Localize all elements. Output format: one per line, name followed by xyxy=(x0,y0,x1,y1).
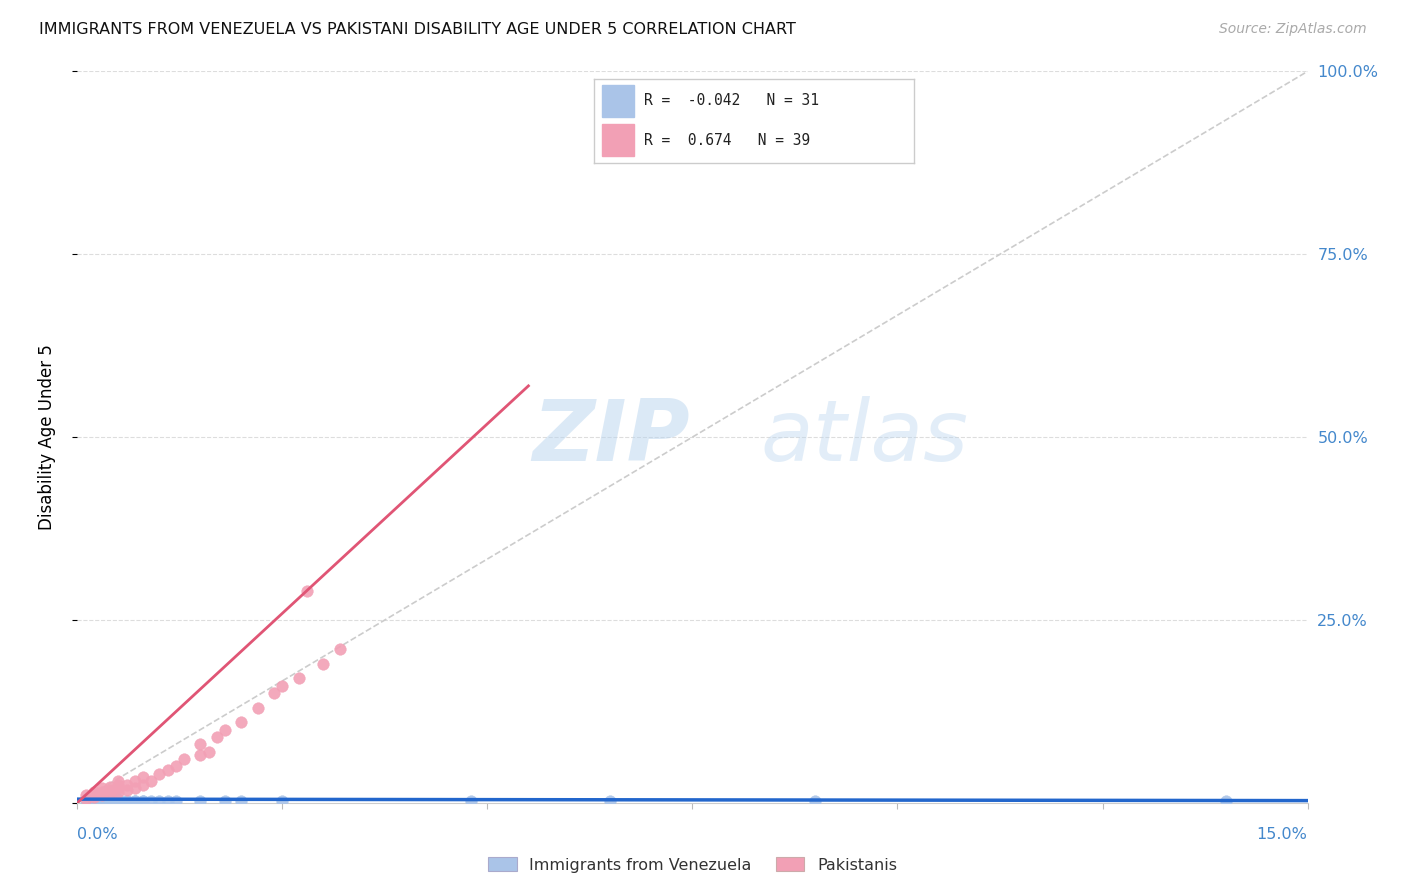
Point xyxy=(90,781,114,796)
Point xyxy=(271,794,294,808)
Point xyxy=(83,785,105,799)
Point xyxy=(115,782,138,797)
Point xyxy=(263,686,285,700)
Point xyxy=(83,794,105,808)
Text: atlas: atlas xyxy=(761,395,969,479)
Text: IMMIGRANTS FROM VENEZUELA VS PAKISTANI DISABILITY AGE UNDER 5 CORRELATION CHART: IMMIGRANTS FROM VENEZUELA VS PAKISTANI D… xyxy=(39,22,796,37)
Point xyxy=(124,794,146,808)
Text: ZIP: ZIP xyxy=(533,395,690,479)
Point xyxy=(132,770,155,784)
Point xyxy=(197,745,219,759)
Point xyxy=(141,773,163,788)
Point xyxy=(90,794,114,808)
Point xyxy=(231,715,253,730)
Point xyxy=(132,794,155,808)
Legend: Immigrants from Venezuela, Pakistanis: Immigrants from Venezuela, Pakistanis xyxy=(481,851,904,879)
Point xyxy=(329,642,352,657)
Point xyxy=(804,794,827,808)
Point xyxy=(148,794,170,808)
Text: 0.0%: 0.0% xyxy=(77,827,118,841)
Point xyxy=(107,793,129,807)
Point xyxy=(83,794,105,808)
Point xyxy=(98,794,121,808)
Point xyxy=(124,794,146,808)
Point xyxy=(115,777,138,792)
Point xyxy=(98,780,121,794)
Point xyxy=(98,782,121,797)
Point xyxy=(188,748,212,763)
Point xyxy=(75,789,97,803)
Point xyxy=(132,777,155,792)
Point xyxy=(98,793,121,807)
Point xyxy=(107,781,129,796)
Point xyxy=(148,766,170,780)
Point xyxy=(156,794,179,808)
Point xyxy=(75,792,97,806)
Point xyxy=(98,794,121,808)
Point xyxy=(246,700,269,714)
Point xyxy=(90,794,114,808)
Point xyxy=(98,787,121,801)
Point xyxy=(124,781,146,796)
Point xyxy=(312,657,335,671)
Point xyxy=(90,789,114,803)
Point xyxy=(141,794,163,808)
Point xyxy=(107,785,129,799)
Point xyxy=(107,794,129,808)
Point xyxy=(124,773,146,788)
Point xyxy=(1215,794,1237,808)
Point xyxy=(90,785,114,799)
Point xyxy=(115,794,138,808)
Point xyxy=(165,794,187,808)
Point xyxy=(460,794,482,808)
Point xyxy=(165,759,187,773)
Point xyxy=(271,679,294,693)
Point xyxy=(156,763,179,777)
Point xyxy=(214,794,236,808)
Point xyxy=(288,672,311,686)
Point xyxy=(231,794,253,808)
Point xyxy=(107,794,129,808)
Point xyxy=(205,730,228,744)
Point xyxy=(83,787,105,801)
Point xyxy=(107,777,129,792)
Point xyxy=(75,794,97,808)
Point xyxy=(214,723,236,737)
Point xyxy=(173,752,195,766)
Point xyxy=(188,794,212,808)
Point xyxy=(83,789,105,804)
Text: Source: ZipAtlas.com: Source: ZipAtlas.com xyxy=(1219,22,1367,37)
Point xyxy=(115,794,138,808)
Y-axis label: Disability Age Under 5: Disability Age Under 5 xyxy=(38,344,56,530)
Point xyxy=(90,793,114,807)
Point xyxy=(107,792,129,806)
Text: 15.0%: 15.0% xyxy=(1257,827,1308,841)
Point xyxy=(107,773,129,788)
Point xyxy=(188,737,212,751)
Point xyxy=(599,794,621,808)
Point xyxy=(295,583,318,598)
Point xyxy=(132,794,155,808)
